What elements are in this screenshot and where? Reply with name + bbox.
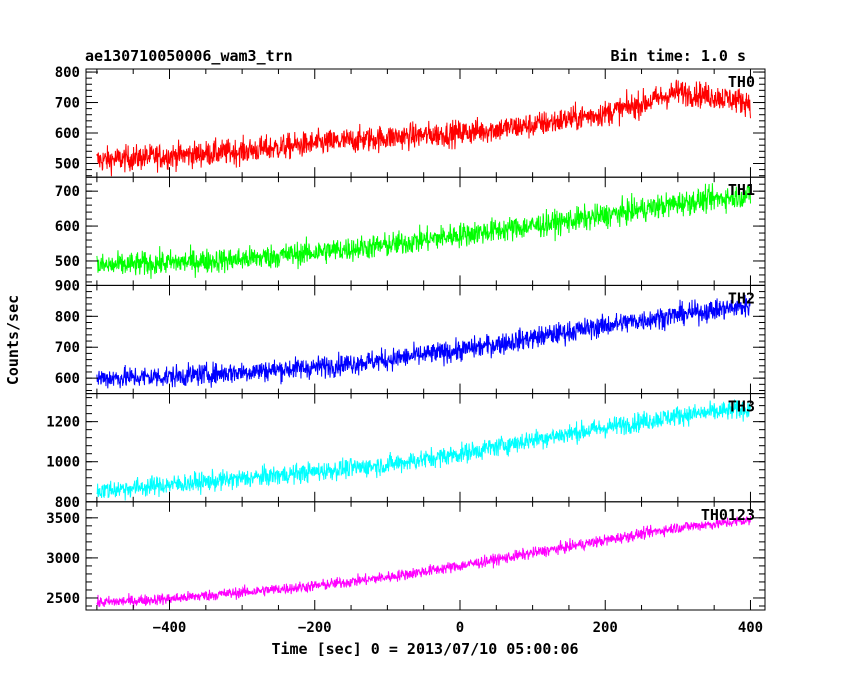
panel-th2: 600 700 800 900 TH2 xyxy=(55,278,766,395)
panel-frame xyxy=(85,393,766,503)
panel-frame xyxy=(85,176,766,286)
y-tick-label: 700 xyxy=(55,184,80,200)
series-line-th0123 xyxy=(96,515,751,609)
panel-label-th3: TH3 xyxy=(728,398,755,416)
y-tick-label: 800 xyxy=(55,65,80,81)
y-tick-label: 600 xyxy=(55,219,80,235)
panel-th3: 800 1000 1200 TH3 xyxy=(46,393,766,511)
series-line-th3 xyxy=(96,399,751,501)
y-tick-label: 3000 xyxy=(46,551,80,567)
panel-th0123: 2500 3000 3500 TH0123 xyxy=(46,501,766,611)
x-tick-label: −400 xyxy=(153,620,187,636)
panel-th0: 500 600 700 800 TH0 xyxy=(55,65,766,178)
y-axis-title: Counts/sec xyxy=(4,295,22,385)
x-axis-title: Time [sec] 0 = 2013/07/10 05:00:06 xyxy=(271,640,578,658)
y-tick-label: 2500 xyxy=(46,591,80,607)
panel-frame xyxy=(85,68,766,178)
panel-label-th2: TH2 xyxy=(728,289,755,307)
y-tick-label: 800 xyxy=(55,309,80,325)
panel-label-th0: TH0 xyxy=(728,73,755,91)
x-tick-label: −200 xyxy=(298,620,332,636)
y-tick-label: 3500 xyxy=(46,511,80,527)
y-tick-label: 600 xyxy=(55,371,80,387)
series-line-th1 xyxy=(96,183,751,279)
x-axis: −400 −200 0 200 400 xyxy=(153,620,763,636)
panel-label-th0123: TH0123 xyxy=(701,506,755,524)
x-tick-label: 200 xyxy=(593,620,618,636)
y-tick-label: 600 xyxy=(55,126,80,142)
panels-layer: 500 600 700 800 TH0 500 600 700 TH1 600 700 800 900 T… xyxy=(46,65,766,611)
series-line-th0 xyxy=(96,79,751,177)
panel-label-th1: TH1 xyxy=(728,181,755,199)
x-tick-label: 400 xyxy=(738,620,763,636)
chart-title: ae130710050006_wam3_trn xyxy=(85,47,293,65)
x-tick-label: 0 xyxy=(456,620,464,636)
y-tick-label: 700 xyxy=(55,340,80,356)
y-tick-label: 700 xyxy=(55,96,80,112)
y-tick-label: 500 xyxy=(55,156,80,172)
y-tick-label: 1000 xyxy=(46,455,80,471)
panel-frame xyxy=(85,501,766,611)
panel-th1: 500 600 700 TH1 xyxy=(55,176,766,286)
series-line-th2 xyxy=(96,294,751,389)
y-tick-label: 1200 xyxy=(46,415,80,431)
bin-time-label: Bin time: 1.0 s xyxy=(611,47,746,65)
y-tick-label: 500 xyxy=(55,254,80,270)
y-tick-label: 800 xyxy=(55,495,80,511)
y-tick-label: 900 xyxy=(55,278,80,294)
